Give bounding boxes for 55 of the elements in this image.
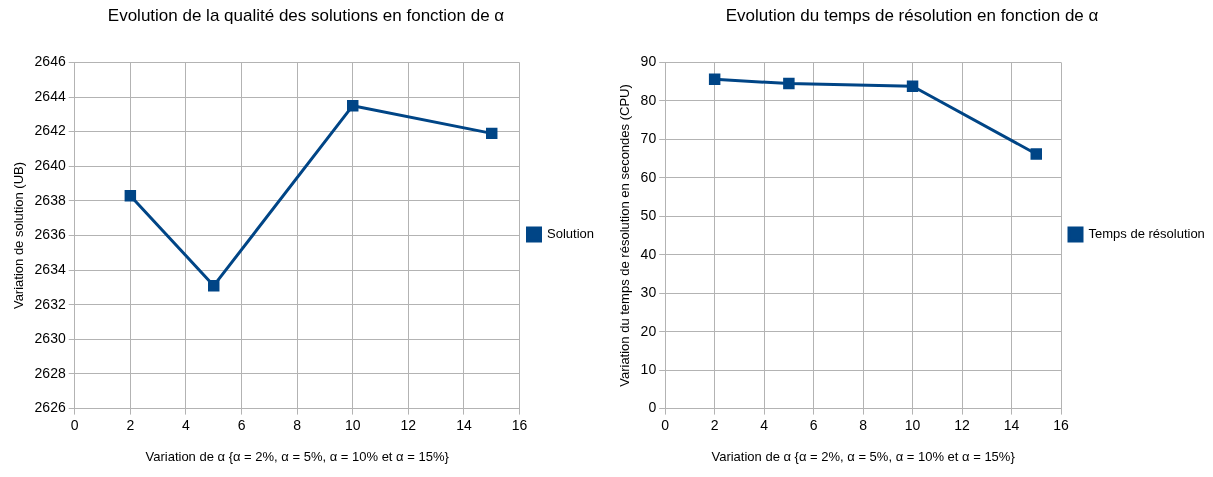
point [906,80,919,92]
point [783,77,795,90]
y-tick-label: 2644 [34,87,66,104]
point [124,189,137,202]
y-tick-label: 2636 [34,226,66,243]
x-tick-label: 12 [954,416,971,433]
x-tick-label: 16 [511,416,528,433]
point [208,279,220,292]
x-tick-label: 6 [237,416,246,433]
x-tick-label: 0 [70,416,79,433]
x-tick-label: 8 [859,416,868,433]
legend-label: Temps de résolution [1088,226,1205,242]
x-tick-label: 16 [1053,416,1069,433]
y-tick-label: 2630 [34,330,66,347]
x-tick-label: 0 [661,416,670,433]
x-axis-title: Variation de α {α = 2%, α = 5%, α = 10% et α = 15%} [711,448,1016,464]
y-axis-title: Variation de solution (UB) [11,161,27,310]
chart-title: Evolution du temps de résolution en fonction de α [725,5,1099,25]
x-tick-label: 8 [293,416,302,433]
chart-title: Evolution de la qualité des solutions en fonction de α [107,5,505,25]
y-tick-label: 80 [640,91,657,108]
y-tick-label: 0 [648,399,657,416]
x-tick-label: 6 [809,416,818,433]
legend-label: Solution [547,226,595,242]
x-tick-label: 14 [456,416,472,433]
y-tick-label: 2626 [34,399,66,416]
x-tick-label: 2 [710,416,719,433]
y-tick-label: 70 [640,130,657,147]
y-tick-label: 2640 [34,157,66,174]
x-tick-label: 2 [126,416,135,433]
y-tick-label: 2634 [34,260,66,277]
x-tick-label: 12 [400,416,417,433]
point [346,99,359,112]
x-axis-title: Variation de α {α = 2%, α = 5%, α = 10% et α = 15%} [145,448,450,464]
x-tick-label: 4 [182,416,191,433]
x-tick-label: 14 [1003,416,1020,433]
y-tick-label: 2632 [34,295,66,312]
x-tick-label: 10 [344,416,361,433]
point [708,73,721,86]
y-tick-label: 30 [640,284,657,301]
y-tick-label: 2638 [34,191,66,208]
point [1030,148,1042,160]
x-tick-label: 10 [904,416,921,433]
y-tick-label: 10 [640,360,657,377]
y-tick-label: 60 [640,168,657,185]
y-tick-label: 2642 [34,122,66,139]
y-tick-label: 2646 [34,53,66,70]
y-axis-title: Variation du temps de résolution en secondes (CPU) [617,84,633,387]
y-tick-label: 40 [640,245,657,262]
point [485,127,498,140]
y-tick-label: 50 [640,207,657,224]
y-tick-label: 2628 [34,364,66,381]
x-tick-label: 4 [760,416,769,433]
y-tick-label: 20 [640,322,657,339]
y-tick-label: 90 [640,53,657,70]
